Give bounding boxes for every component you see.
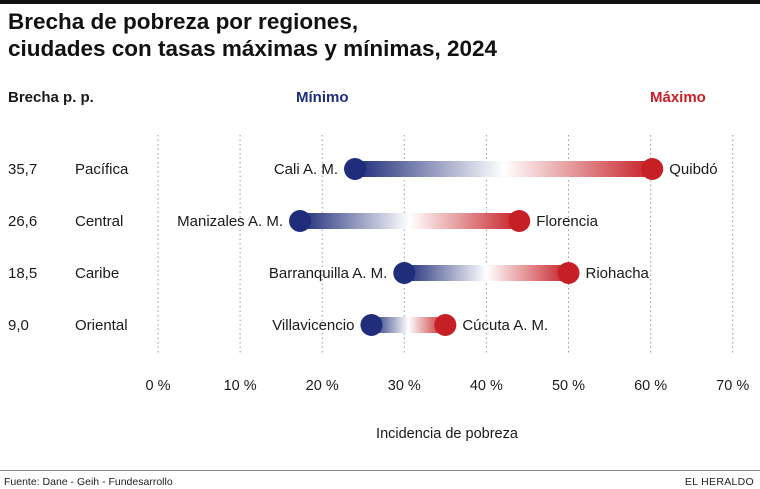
min-dot [289, 210, 312, 232]
x-tick-label: 30 % [388, 378, 421, 394]
maximum-column-header: Máximo [650, 89, 706, 106]
range-bar [300, 213, 520, 229]
title-line-2: ciudades con tasas máximas y mínimas, 20… [8, 36, 498, 61]
range-bar [371, 317, 446, 333]
min-dot [393, 262, 416, 284]
region-label: Pacífica [75, 161, 129, 178]
range-bar [355, 161, 653, 177]
max-dot [508, 210, 531, 232]
x-tick-label: 40 % [470, 378, 503, 394]
max-city-label: Quibdó [669, 161, 717, 178]
x-tick-label: 60 % [634, 378, 667, 394]
brecha-value: 9,0 [8, 317, 29, 334]
max-dot [557, 262, 580, 284]
x-axis-label: Incidencia de pobreza [376, 426, 519, 442]
bottom-rule [0, 470, 760, 471]
chart-title: Brecha de pobreza por regiones, ciudades… [8, 8, 497, 62]
max-dot [434, 314, 457, 336]
x-tick-label: 10 % [224, 378, 257, 394]
max-city-label: Cúcuta A. M. [462, 317, 548, 334]
source-note: Fuente: Dane - Geih - Fundesarrollo [4, 476, 173, 488]
brecha-value: 18,5 [8, 265, 37, 282]
min-city-label: Barranquilla A. M. [269, 265, 387, 282]
x-tick-label: 0 % [146, 378, 171, 394]
x-tick-label: 50 % [552, 378, 585, 394]
brecha-value: 35,7 [8, 161, 37, 178]
max-city-label: Riohacha [586, 265, 650, 282]
x-tick-label: 20 % [306, 378, 339, 394]
max-city-label: Florencia [536, 213, 598, 230]
x-tick-label: 70 % [716, 378, 749, 394]
top-rule [0, 0, 760, 4]
brecha-value: 26,6 [8, 213, 37, 230]
range-bar [404, 265, 569, 281]
minimum-column-header: Mínimo [296, 89, 349, 106]
region-label: Central [75, 213, 123, 230]
min-city-label: Manizales A. M. [177, 213, 283, 230]
min-dot [360, 314, 383, 336]
min-city-label: Cali A. M. [274, 161, 338, 178]
min-city-label: Villavicencio [272, 317, 354, 334]
min-dot [344, 158, 367, 180]
brecha-column-header: Brecha p. p. [8, 89, 94, 106]
region-label: Caribe [75, 265, 119, 282]
brand-name: EL HERALDO [684, 476, 754, 488]
region-label: Oriental [75, 317, 128, 334]
max-dot [641, 158, 664, 180]
title-line-1: Brecha de pobreza por regiones, [8, 9, 359, 34]
